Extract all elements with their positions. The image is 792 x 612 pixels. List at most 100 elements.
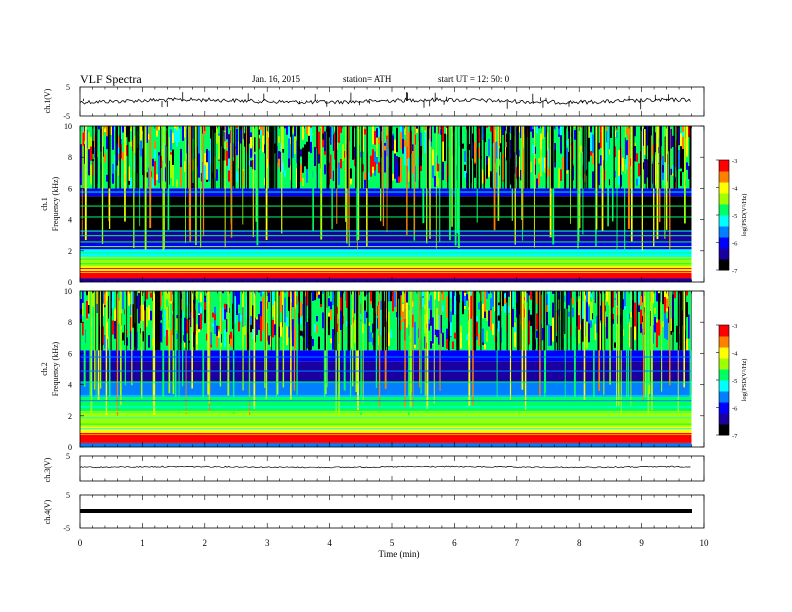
spectral-texture [318,291,320,299]
spectral-texture [292,126,294,134]
spectral-texture [340,297,342,311]
spectral-texture [346,291,348,309]
colorbar-step [719,202,729,205]
sferic-line [356,291,358,351]
ch1-waveform-panel: 5 -5 ch.1(V) [43,83,705,121]
spectral-texture [556,126,558,132]
spectral-texture [354,291,356,314]
y-tick-label: 0 [68,278,72,287]
y-tick-label: 8 [68,318,72,327]
sferic-line [290,126,293,189]
spectral-texture [414,321,416,345]
spectral-texture [590,320,592,328]
narrowband-line [80,271,692,273]
spectral-texture [156,174,158,180]
spectral-texture [500,161,502,182]
sferic-line [480,291,482,351]
spectral-texture [340,126,342,133]
sferic-line [560,291,563,351]
spectral-texture [360,146,362,158]
sferic-line [131,291,133,386]
narrowband-line [80,191,692,193]
colorbar-step [719,189,729,192]
colorbar-step [719,240,729,243]
sferic-line [361,126,363,189]
sferic-line [142,126,145,189]
spectral-texture [300,330,302,336]
spectral-texture [528,320,530,345]
sferic-line [162,291,165,411]
sferic-line [529,126,531,189]
sferic-line [514,126,516,189]
colorbar-step [719,374,729,377]
sferic-line [312,126,314,231]
sferic-line [579,126,581,229]
sferic-line [349,291,352,397]
sferic-line [245,126,247,189]
spectral-texture [626,300,628,325]
spectral-texture [372,149,374,167]
spectral-texture [226,126,228,140]
colorbar-step [719,411,729,414]
narrowband-line [80,230,692,232]
sferic-line [390,126,393,189]
spectral-texture [222,307,224,321]
spectral-texture [284,291,286,294]
colorbar-tick-label: -5 [732,213,737,220]
spectral-texture [558,128,560,135]
sferic-line [519,291,521,351]
spectral-texture [370,291,372,302]
colorbar-tick-label: -4 [732,186,738,193]
sferic-line [360,291,362,416]
spectral-texture [238,291,240,305]
spectral-texture [530,131,532,140]
spectral-texture [340,291,342,298]
spectral-texture [626,140,628,156]
spectral-band [80,412,692,427]
spectral-texture [204,301,206,310]
spectral-texture [250,315,252,325]
spectral-texture [194,157,196,180]
sferic-line [335,291,337,351]
colorbar-step [719,343,729,346]
spectral-texture [502,307,504,332]
spectral-texture [216,334,218,348]
spectral-texture [340,158,342,169]
sferic-line [124,126,126,222]
spectral-texture [260,126,262,136]
colorbar-step [719,332,729,335]
spectral-texture [478,317,480,330]
sferic-line [521,126,523,220]
spectral-texture [176,179,178,188]
colorbar-step [719,215,729,218]
sferic-line [265,126,268,241]
x-tick-label: 2 [203,538,208,548]
spectral-texture [542,126,544,140]
spectral-texture [118,160,120,176]
spectral-texture [164,167,166,182]
colorbar-step [719,405,729,408]
spectral-texture [442,159,444,181]
sferic-line [282,291,285,388]
spectral-texture [302,177,304,187]
spectral-texture [586,291,588,313]
spectral-texture [106,128,108,150]
spectral-texture [306,322,308,349]
spectral-texture [322,291,324,294]
spectral-texture [338,126,340,143]
spectral-texture [200,308,202,330]
spectral-texture [102,326,104,345]
sferic-line [191,126,193,189]
spectral-texture [106,126,108,137]
colorbar-step [719,180,729,183]
spectral-texture [228,158,230,180]
sferic-line [533,291,536,351]
sferic-line [381,291,384,351]
spectral-texture [590,132,592,152]
spectral-texture [284,128,286,141]
narrowband-line [80,400,692,402]
sferic-line [195,126,197,246]
sferic-line [246,126,249,189]
sferic-line [272,126,274,189]
sferic-line [611,126,614,222]
